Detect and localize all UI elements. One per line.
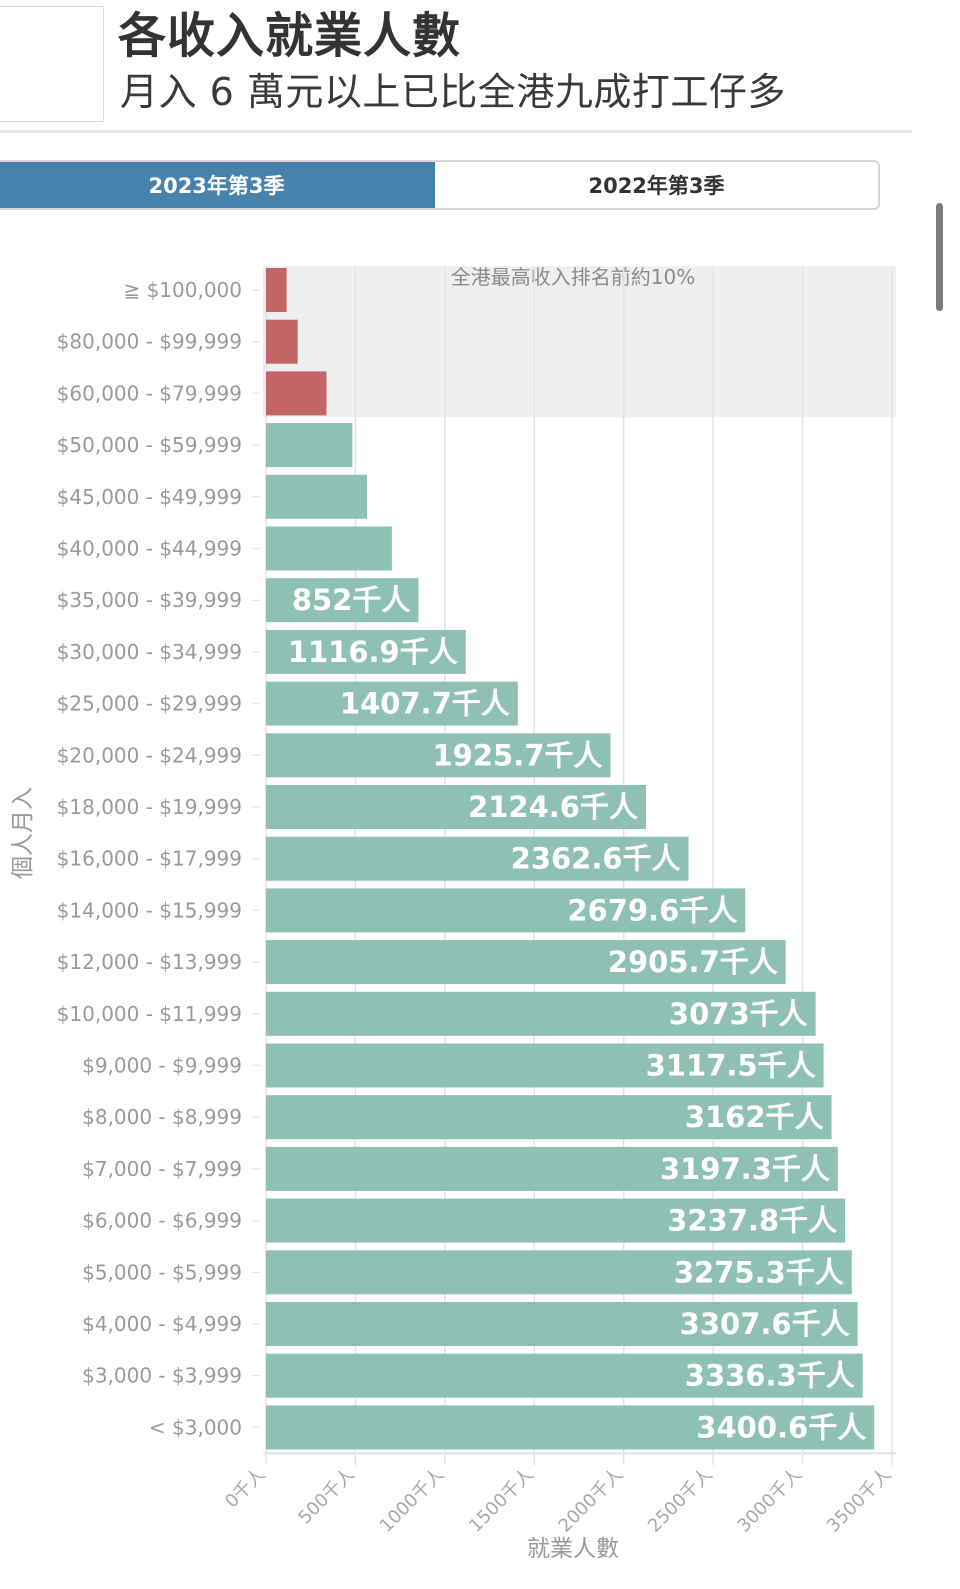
band-annotation: 全港最高收入排名前約10%	[451, 265, 695, 289]
y-tick-label: $20,000 - $24,999	[57, 743, 242, 767]
x-tick-label: 2000千人	[555, 1464, 628, 1537]
tab-2023-q3[interactable]: 2023年第3季	[0, 162, 435, 208]
bar	[266, 1198, 846, 1243]
period-tabs: 2023年第3季 2022年第3季	[0, 160, 880, 210]
bar	[266, 578, 419, 623]
scrollbar[interactable]	[936, 203, 943, 311]
y-tick-label: $3,000 - $3,999	[82, 1364, 242, 1388]
y-tick-label: $16,000 - $17,999	[57, 847, 242, 871]
bar-value-label: 3400.6千人	[696, 1410, 866, 1444]
x-tick-label: 0千人	[221, 1464, 269, 1512]
y-tick-label: $6,000 - $6,999	[82, 1209, 242, 1233]
page-subtitle: 月入 6 萬元以上已比全港九成打工仔多	[120, 70, 786, 114]
bar	[266, 1405, 875, 1450]
y-tick-label: $14,000 - $15,999	[57, 898, 242, 922]
y-tick-label: $7,000 - $7,999	[82, 1157, 242, 1181]
bar	[266, 1302, 858, 1346]
bar-value-label: 1116.9千人	[288, 635, 458, 669]
bar-value-label: 2362.6千人	[511, 842, 681, 876]
bar-chart: 全港最高收入排名前約10% ≧ $100,000 $80,000 - $99,99…	[10, 265, 896, 1562]
y-tick-label: $4,000 - $4,999	[82, 1312, 242, 1336]
bar-value-label: 2124.6千人	[468, 790, 638, 824]
x-tick-label: 3000千人	[733, 1464, 806, 1537]
logo-placeholder	[0, 6, 104, 122]
y-tick-label: $9,000 - $9,999	[82, 1054, 242, 1078]
bar	[266, 423, 353, 468]
bar-value-label: 852千人	[292, 583, 411, 617]
bar-value-label: 1925.7千人	[433, 738, 603, 772]
bar-value-label: 2679.6千人	[567, 893, 737, 927]
y-tick-label: $30,000 - $34,999	[57, 640, 242, 664]
y-tick-label: $12,000 - $13,999	[57, 950, 242, 974]
y-tick-label: $18,000 - $19,999	[57, 795, 242, 819]
x-tick-label: 2500千人	[644, 1464, 717, 1537]
y-tick-label: ≧ $100,000	[123, 278, 242, 302]
bar	[266, 1250, 852, 1295]
bar	[266, 991, 816, 1036]
y-tick-label: $50,000 - $59,999	[57, 433, 242, 457]
bar	[266, 836, 689, 881]
y-tick-label: $60,000 - $79,999	[57, 381, 242, 405]
bar	[266, 319, 298, 364]
bar	[266, 940, 786, 985]
x-axis-title: 就業人數	[527, 1536, 619, 1562]
y-tick-label: $45,000 - $49,999	[57, 485, 242, 509]
x-tick-label: 1000千人	[376, 1464, 449, 1537]
bar	[266, 526, 392, 571]
y-tick-label: < $3,000	[149, 1415, 242, 1439]
y-tick-label: $35,000 - $39,999	[57, 588, 242, 612]
bar	[266, 268, 287, 312]
bar	[266, 1043, 824, 1088]
y-tick-label: $40,000 - $44,999	[57, 537, 242, 561]
bar-value-label: 3237.8千人	[667, 1204, 837, 1238]
bar-value-label: 2905.7千人	[608, 945, 778, 979]
bar-value-label: 3162千人	[685, 1100, 824, 1134]
y-axis-title: 個人月入	[10, 787, 36, 879]
x-tick-label: 3500千人	[823, 1464, 896, 1537]
bar-value-label: 3336.3千人	[685, 1359, 855, 1393]
page-title: 各收入就業人數	[118, 8, 462, 64]
header-divider	[0, 130, 912, 133]
bar	[266, 629, 466, 674]
x-tick-label: 1500千人	[465, 1464, 538, 1537]
bar-value-label: 3073千人	[669, 997, 808, 1031]
y-tick-label: $25,000 - $29,999	[57, 692, 242, 716]
bar-value-label: 3197.3千人	[660, 1152, 830, 1186]
bar	[266, 888, 746, 933]
bar-value-label: 3117.5千人	[646, 1049, 816, 1083]
y-tick-label: $8,000 - $8,999	[82, 1105, 242, 1129]
bar-value-label: 3307.6千人	[680, 1307, 850, 1341]
y-tick-label: $5,000 - $5,999	[82, 1260, 242, 1284]
bar	[266, 733, 611, 778]
bar	[266, 681, 518, 726]
bar	[266, 474, 368, 519]
bar	[266, 1146, 838, 1191]
x-tick-label: 500千人	[294, 1464, 359, 1529]
y-tick-label: $80,000 - $99,999	[57, 330, 242, 354]
top-10-percent-band	[263, 266, 896, 418]
bar	[266, 1095, 832, 1140]
bar	[266, 1353, 863, 1398]
bar	[266, 785, 646, 829]
bar-value-label: 1407.7千人	[340, 687, 510, 721]
tab-2022-q3[interactable]: 2022年第3季	[435, 162, 878, 208]
bar	[266, 371, 327, 416]
y-tick-label: $10,000 - $11,999	[57, 1002, 242, 1026]
bar-value-label: 3275.3千人	[674, 1255, 844, 1289]
